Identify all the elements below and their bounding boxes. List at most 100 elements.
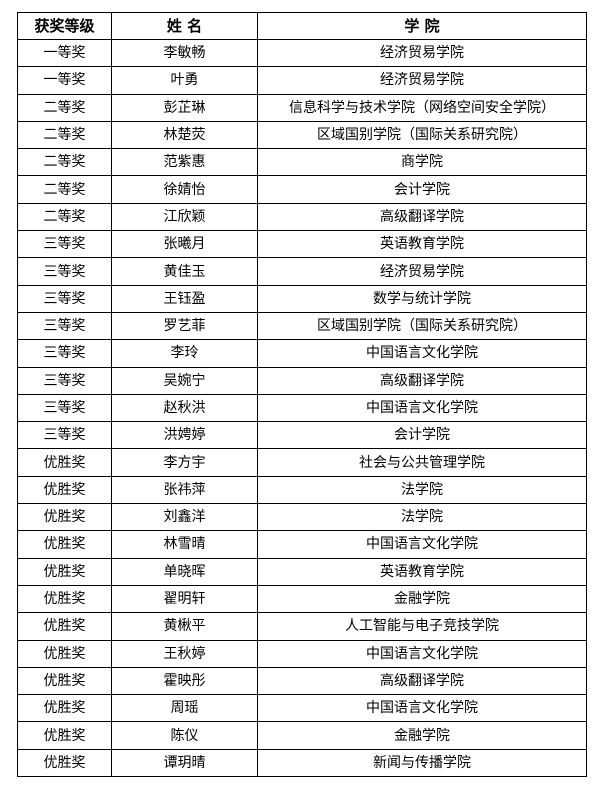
name-cell: 黄佳玉 [111, 257, 258, 286]
name-cell: 江欣颖 [111, 202, 258, 232]
table-row: 优胜奖 刘鑫洋 法学院 [17, 503, 587, 532]
award-level-cell: 一等奖 [17, 38, 112, 68]
table-row: 优胜奖 李方宇 社会与公共管理学院 [17, 448, 587, 477]
name-cell: 李敏畅 [111, 38, 258, 68]
header-name: 姓 名 [111, 12, 258, 40]
college-cell: 高级翻译学院 [257, 366, 587, 395]
header-college: 学 院 [257, 12, 587, 40]
award-level-cell: 优胜奖 [17, 748, 112, 778]
table-row: 优胜奖 林雪晴 中国语言文化学院 [17, 530, 587, 559]
name-cell: 徐婧怡 [111, 175, 258, 204]
table-row: 三等奖 张曦月 英语教育学院 [17, 230, 587, 259]
table-row: 三等奖 罗艺菲 区域国别学院（国际关系研究院） [17, 311, 587, 341]
name-cell: 张祎萍 [111, 475, 258, 505]
college-cell: 法学院 [257, 475, 587, 505]
college-cell: 经济贸易学院 [257, 38, 587, 68]
college-cell: 经济贸易学院 [257, 257, 587, 286]
table-row: 二等奖 林楚荧 区域国别学院（国际关系研究院） [17, 120, 587, 150]
college-cell: 会计学院 [257, 175, 587, 204]
name-cell: 王钰盈 [111, 284, 258, 313]
header-award-level: 获奖等级 [17, 12, 112, 40]
table-row: 优胜奖 陈仪 金融学院 [17, 721, 587, 750]
college-cell: 法学院 [257, 503, 587, 532]
name-cell: 单晓晖 [111, 557, 258, 586]
name-cell: 霍映彤 [111, 666, 258, 696]
name-cell: 周瑶 [111, 694, 258, 723]
table-row: 优胜奖 单晓晖 英语教育学院 [17, 557, 587, 586]
table-row: 二等奖 徐婧怡 会计学院 [17, 175, 587, 204]
table-row: 三等奖 黄佳玉 经济贸易学院 [17, 257, 587, 286]
award-level-cell: 优胜奖 [17, 475, 112, 505]
college-cell: 商学院 [257, 148, 587, 177]
award-level-cell: 二等奖 [17, 175, 112, 204]
college-cell: 中国语言文化学院 [257, 393, 587, 423]
award-level-cell: 优胜奖 [17, 557, 112, 586]
college-cell: 金融学院 [257, 584, 587, 614]
college-cell: 英语教育学院 [257, 557, 587, 586]
table-row: 二等奖 范紫惠 商学院 [17, 148, 587, 177]
table-row: 优胜奖 张祎萍 法学院 [17, 475, 587, 505]
name-cell: 林楚荧 [111, 120, 258, 150]
table-row: 优胜奖 黄楸平 人工智能与电子竞技学院 [17, 612, 587, 641]
award-level-cell: 三等奖 [17, 339, 112, 368]
name-cell: 张曦月 [111, 230, 258, 259]
name-cell: 赵秋洪 [111, 393, 258, 423]
college-cell: 中国语言文化学院 [257, 694, 587, 723]
table-row: 一等奖 叶勇 经济贸易学院 [17, 66, 587, 95]
college-cell: 中国语言文化学院 [257, 639, 587, 668]
college-cell: 高级翻译学院 [257, 202, 587, 232]
award-level-cell: 三等奖 [17, 230, 112, 259]
table-row: 优胜奖 霍映彤 高级翻译学院 [17, 666, 587, 696]
award-level-cell: 三等奖 [17, 257, 112, 286]
college-cell: 中国语言文化学院 [257, 530, 587, 559]
award-level-cell: 三等奖 [17, 421, 112, 450]
college-cell: 经济贸易学院 [257, 66, 587, 95]
college-cell: 数学与统计学院 [257, 284, 587, 313]
table-row: 三等奖 王钰盈 数学与统计学院 [17, 284, 587, 313]
college-cell: 人工智能与电子竞技学院 [257, 612, 587, 641]
name-cell: 王秋婷 [111, 639, 258, 668]
award-level-cell: 二等奖 [17, 93, 112, 122]
college-cell: 信息科学与技术学院（网络空间安全学院） [257, 93, 587, 122]
college-cell: 区域国别学院（国际关系研究院） [257, 311, 587, 341]
award-level-cell: 二等奖 [17, 120, 112, 150]
table-row: 二等奖 彭芷琳 信息科学与技术学院（网络空间安全学院） [17, 93, 587, 122]
name-cell: 黄楸平 [111, 612, 258, 641]
award-level-cell: 三等奖 [17, 311, 112, 341]
college-cell: 高级翻译学院 [257, 666, 587, 696]
name-cell: 陈仪 [111, 721, 258, 750]
college-cell: 中国语言文化学院 [257, 339, 587, 368]
table-row: 三等奖 洪娉婷 会计学院 [17, 421, 587, 450]
award-level-cell: 优胜奖 [17, 612, 112, 641]
name-cell: 范紫惠 [111, 148, 258, 177]
name-cell: 林雪晴 [111, 530, 258, 559]
college-cell: 社会与公共管理学院 [257, 448, 587, 477]
award-level-cell: 优胜奖 [17, 639, 112, 668]
college-cell: 金融学院 [257, 721, 587, 750]
table-row: 优胜奖 周瑶 中国语言文化学院 [17, 694, 587, 723]
name-cell: 彭芷琳 [111, 93, 258, 122]
award-level-cell: 优胜奖 [17, 584, 112, 614]
college-cell: 新闻与传播学院 [257, 748, 587, 778]
award-level-cell: 优胜奖 [17, 530, 112, 559]
table-row: 二等奖 江欣颖 高级翻译学院 [17, 202, 587, 232]
award-level-cell: 优胜奖 [17, 448, 112, 477]
name-cell: 吴婉宁 [111, 366, 258, 395]
table-row: 优胜奖 翟明轩 金融学院 [17, 584, 587, 614]
award-level-cell: 三等奖 [17, 393, 112, 423]
table-row: 优胜奖 谭玥晴 新闻与传播学院 [17, 748, 587, 778]
name-cell: 翟明轩 [111, 584, 258, 614]
award-level-cell: 三等奖 [17, 284, 112, 313]
name-cell: 叶勇 [111, 66, 258, 95]
award-level-cell: 二等奖 [17, 148, 112, 177]
table-row: 优胜奖 王秋婷 中国语言文化学院 [17, 639, 587, 668]
name-cell: 罗艺菲 [111, 311, 258, 341]
table-row: 一等奖 李敏畅 经济贸易学院 [17, 38, 587, 68]
college-cell: 区域国别学院（国际关系研究院） [257, 120, 587, 150]
name-cell: 谭玥晴 [111, 748, 258, 778]
name-cell: 刘鑫洋 [111, 503, 258, 532]
name-cell: 李方宇 [111, 448, 258, 477]
award-level-cell: 优胜奖 [17, 666, 112, 696]
award-level-cell: 优胜奖 [17, 503, 112, 532]
college-cell: 英语教育学院 [257, 230, 587, 259]
